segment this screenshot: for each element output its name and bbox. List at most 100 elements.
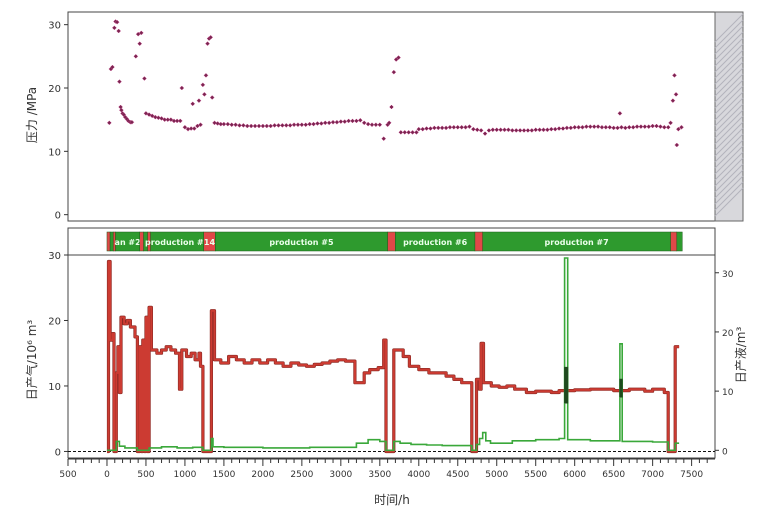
hatch-line (714, 139, 744, 169)
liquid-y-tick-label: 30 (722, 270, 734, 280)
pressure-point (268, 123, 274, 129)
pressure-point (638, 124, 644, 129)
pressure-point (552, 126, 558, 132)
timeline-strip: an #2 production #414 production #5 product… (67, 227, 716, 256)
pressure-point (630, 124, 636, 130)
pressure-point (112, 25, 117, 31)
x-tick-label: 2500 (290, 470, 313, 480)
pressure-point (673, 91, 679, 97)
pressure-point (470, 126, 476, 132)
pressure-point (116, 28, 122, 34)
hatch-line (714, 91, 744, 121)
hatch-line (714, 61, 744, 91)
pressure-point (396, 55, 401, 60)
pressure-plot-frame (67, 11, 716, 222)
pressure-point (623, 125, 628, 131)
pressure-point (205, 41, 210, 47)
pressure-point (291, 122, 297, 128)
hatch-line (714, 25, 744, 55)
pressure-point (560, 126, 566, 131)
hatch-line (714, 67, 744, 97)
pressure-point (410, 129, 415, 135)
pressure-point (661, 124, 667, 130)
pressure-point (208, 34, 214, 40)
gas-rate-line (107, 260, 680, 453)
pressure-point (295, 122, 301, 128)
liquid-rate-marker (564, 366, 569, 404)
pressure-point (634, 124, 640, 129)
pressure-point (584, 124, 589, 129)
liquid-y-tick-label: 20 (722, 329, 734, 339)
x-tick-label: 6500 (602, 470, 625, 480)
pressure-point (463, 124, 468, 130)
pressure-point (146, 112, 152, 117)
pressure-point (202, 91, 207, 97)
pressure-points (106, 19, 684, 148)
pressure-point (572, 124, 578, 130)
pressure-point (398, 129, 404, 135)
pressure-y-tick-label: 10 (48, 147, 61, 158)
pressure-point (521, 128, 527, 133)
pressure-point (626, 124, 632, 130)
timeline-segment-label: 14 (204, 238, 216, 247)
pressure-point (435, 125, 441, 131)
pressure-point (482, 131, 488, 136)
hatch-line (714, 19, 744, 49)
hatch-line (714, 97, 744, 127)
pressure-point (311, 121, 316, 127)
pressure-point (179, 85, 185, 91)
pressure-point (248, 123, 254, 129)
pressure-point (447, 124, 453, 130)
gas-y-tick-label: 30 (48, 251, 61, 262)
pressure-point (517, 128, 523, 133)
pressure-point (619, 124, 624, 130)
pressure-point (537, 127, 542, 133)
pressure-point (391, 69, 397, 75)
timeline-segment-label: production #7 (545, 238, 609, 247)
hatch-line (714, 169, 744, 199)
pressure-point (478, 128, 484, 133)
pressure-point (338, 119, 344, 124)
pressure-point (110, 64, 115, 70)
pressure-point (424, 126, 429, 131)
pressure-point (195, 123, 200, 129)
pressure-point (373, 122, 379, 128)
pressure-point (252, 123, 258, 129)
hatch-line (714, 127, 744, 157)
pressure-point (143, 110, 149, 116)
pressure-point (676, 126, 681, 132)
pressure-point (354, 118, 359, 124)
pressure-point (303, 122, 309, 128)
x-axis: 500 0 500 1000 1500 2000 2500 3000 3500 4000 4500 5… (59, 458, 715, 480)
pressure-point (414, 129, 419, 135)
pressure-point (646, 124, 652, 129)
pressure-point (142, 76, 147, 81)
production-left-y-axis: 0 10 20 30 (48, 251, 68, 458)
pressure-point (137, 41, 143, 47)
timeline-segment (139, 231, 144, 252)
pressure-point (307, 121, 313, 127)
pressure-point (264, 123, 270, 129)
pressure-point (674, 142, 680, 148)
pressure-point (209, 95, 215, 100)
pressure-point (237, 123, 242, 128)
pressure-point (203, 72, 209, 78)
hatch-line (714, 157, 744, 187)
gas-y-tick-label: 20 (48, 316, 61, 327)
hatch-line (714, 13, 744, 43)
pressure-point (200, 82, 206, 88)
hatch-line (714, 31, 744, 61)
pressure-point (377, 122, 383, 128)
pressure-point (494, 127, 500, 133)
liquid-rate-marker (619, 378, 623, 398)
hatch-line (714, 43, 744, 73)
pressure-y-axis-label: 压力 /MPa (25, 87, 39, 143)
timeline-segment (670, 231, 678, 252)
pressure-point (369, 122, 375, 128)
timeline-segment-label: production #6 (403, 238, 468, 247)
pressure-point (386, 120, 392, 126)
hatch-line (714, 73, 744, 103)
production-series (106, 257, 680, 454)
x-tick-label: 3000 (329, 470, 352, 480)
